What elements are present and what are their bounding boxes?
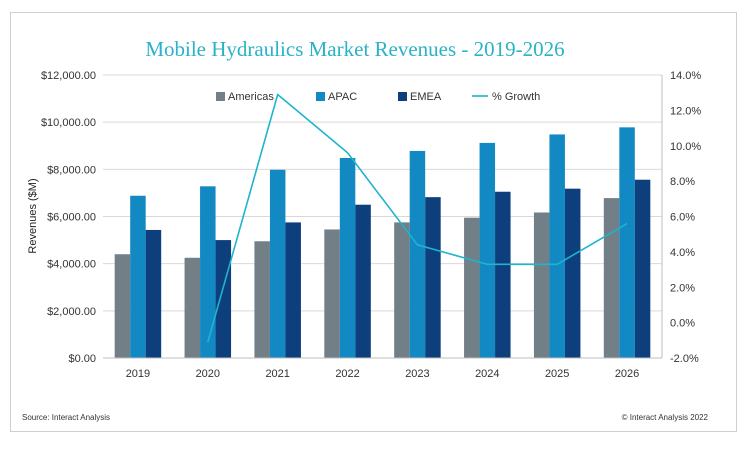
chart-title: Mobile Hydraulics Market Revenues - 2019… [145,37,564,61]
x-tick-label: 2020 [196,368,220,380]
y2-tick-label: 10.0% [670,141,701,153]
source-note: Source: Interact Analysis [22,413,110,422]
y2-tick-label: 8.0% [670,176,695,188]
y2-tick-label: 14.0% [670,70,701,82]
x-tick-label: 2022 [335,368,359,380]
legend-swatch-americas [216,92,225,101]
bar-americas-2023 [394,222,410,358]
bar-americas-2026 [603,198,620,358]
bar-emea-2021 [285,222,301,358]
y2-tick-label: -2.0% [670,353,699,365]
legend-label-growth: % Growth [492,91,540,103]
y-tick-label: $8,000.00 [47,164,96,176]
bar-apac-2020 [200,186,216,358]
y2-tick-label: 0.0% [670,318,695,330]
y-tick-label: $2,000.00 [47,306,96,318]
y2-tick-label: 2.0% [670,282,695,294]
legend-swatch-emea [398,92,407,101]
bar-emea-2019 [145,229,162,358]
bar-americas-2022 [324,229,340,358]
bar-apac-2026 [619,127,635,358]
bar-apac-2023 [409,150,426,358]
bar-apac-2021 [269,169,286,358]
bar-americas-2024 [464,217,480,358]
bar-emea-2020 [215,240,232,358]
x-tick-label: 2026 [615,368,639,380]
y-tick-label: $4,000.00 [47,259,96,271]
bar-emea-2026 [634,179,651,358]
y2-tick-label: 6.0% [670,212,695,224]
bar-emea-2022 [355,204,371,358]
bar-americas-2025 [533,212,550,358]
bar-apac-2024 [479,142,496,358]
bar-apac-2022 [339,158,356,358]
bar-apac-2019 [130,195,146,358]
growth-line-layer [207,93,628,343]
x-tick-label: 2025 [545,368,569,380]
bar-americas-2019 [114,254,131,358]
bars [114,127,651,358]
y-tick-label: $12,000.00 [41,70,96,82]
y2-tick-label: 12.0% [670,105,701,117]
x-tick-label: 2024 [475,368,499,380]
x-tick-label: 2021 [265,368,289,380]
bar-americas-2020 [184,257,201,358]
legend-label-apac: APAC [328,91,357,103]
y2-tick-label: 4.0% [670,247,695,259]
y-axis-label: Revenues ($M) [27,178,39,253]
x-tick-label: 2019 [126,368,150,380]
copyright-note: © Interact Analysis 2022 [622,413,709,422]
y-tick-label: $6,000.00 [47,212,96,224]
legend-swatch-apac [316,92,325,101]
y-tick-label: $0.00 [68,353,96,365]
legend: Americas APAC EMEA % Growth [216,91,540,103]
legend-label-americas: Americas [228,91,274,103]
bar-emea-2025 [564,188,581,358]
bar-emea-2024 [495,191,511,358]
bar-apac-2025 [549,134,565,358]
legend-label-emea: EMEA [410,91,442,103]
growth-line [207,93,628,343]
axes: $0.00 $2,000.00 $4,000.00 $6,000.00 $8,000.0… [41,70,701,380]
y-tick-label: $10,000.00 [41,117,96,129]
bar-americas-2021 [254,241,270,358]
x-tick-label: 2023 [405,368,429,380]
bar-emea-2023 [425,197,441,358]
